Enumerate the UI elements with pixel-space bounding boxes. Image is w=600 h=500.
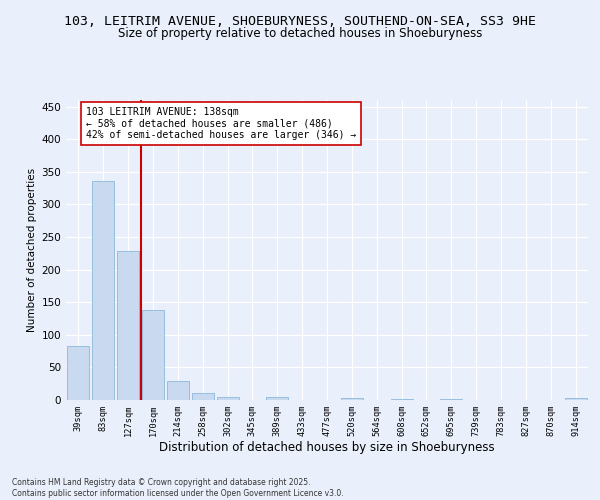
Bar: [341, 398, 363, 400]
Text: 103 LEITRIM AVENUE: 138sqm
← 58% of detached houses are smaller (486)
42% of sem: 103 LEITRIM AVENUE: 138sqm ← 58% of deta…: [86, 106, 356, 140]
Y-axis label: Number of detached properties: Number of detached properties: [27, 168, 37, 332]
Bar: [217, 396, 239, 400]
Bar: [565, 398, 587, 400]
Bar: [266, 396, 288, 400]
Bar: [192, 394, 214, 400]
Bar: [440, 398, 462, 400]
Text: 103, LEITRIM AVENUE, SHOEBURYNESS, SOUTHEND-ON-SEA, SS3 9HE: 103, LEITRIM AVENUE, SHOEBURYNESS, SOUTH…: [64, 15, 536, 28]
Bar: [142, 310, 164, 400]
Bar: [391, 398, 413, 400]
Text: Contains HM Land Registry data © Crown copyright and database right 2025.
Contai: Contains HM Land Registry data © Crown c…: [12, 478, 344, 498]
Text: Size of property relative to detached houses in Shoeburyness: Size of property relative to detached ho…: [118, 28, 482, 40]
Bar: [67, 346, 89, 400]
X-axis label: Distribution of detached houses by size in Shoeburyness: Distribution of detached houses by size …: [159, 440, 495, 454]
Bar: [92, 181, 114, 400]
Bar: [117, 252, 139, 400]
Bar: [167, 381, 189, 400]
